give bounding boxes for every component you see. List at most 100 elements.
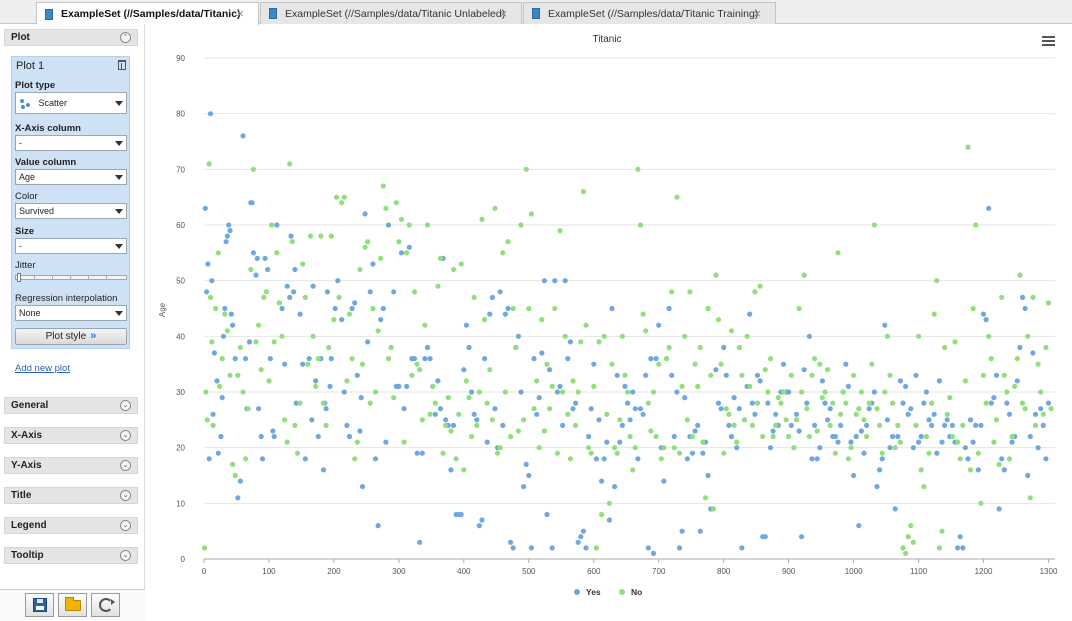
data-point-yes [731, 395, 737, 401]
close-icon[interactable]: × [753, 6, 761, 21]
size-select[interactable]: - [15, 238, 127, 254]
data-point-yes [578, 534, 584, 540]
section-plot[interactable]: Plot ⌃ [4, 29, 138, 46]
hamburger-menu-icon[interactable] [1042, 36, 1055, 47]
data-point-yes [539, 350, 545, 356]
data-point-yes [549, 545, 555, 551]
x-axis-column-select[interactable]: - [15, 135, 127, 151]
data-point-yes [892, 506, 898, 512]
data-point-yes [819, 378, 826, 384]
data-point-no [640, 311, 646, 317]
data-point-yes [565, 356, 571, 362]
data-point-no [344, 378, 350, 384]
data-point-no [747, 383, 753, 389]
data-point-yes [358, 395, 364, 401]
data-point-yes [762, 534, 768, 540]
section-title[interactable]: Title ⌄ [4, 487, 138, 504]
section-title: X-Axis [11, 430, 43, 441]
data-point-no [224, 328, 230, 334]
color-value: Survived [19, 206, 55, 216]
data-point-no [479, 216, 485, 222]
data-point-yes [435, 378, 441, 384]
data-point-no [666, 344, 672, 351]
data-point-yes [726, 422, 732, 428]
refresh-button[interactable] [91, 593, 120, 617]
section-general[interactable]: General ⌄ [4, 397, 138, 414]
data-point-no [294, 450, 301, 456]
chevron-down-icon[interactable]: ⌄ [120, 430, 131, 441]
data-point-yes [554, 389, 560, 395]
data-point-no [871, 222, 878, 228]
data-point-no [741, 417, 748, 423]
data-point-no [918, 467, 924, 473]
data-point-yes [856, 523, 862, 529]
regression-select[interactable]: None [15, 305, 127, 321]
trash-icon[interactable] [118, 60, 126, 70]
data-point-no [676, 450, 683, 456]
data-point-no [586, 445, 592, 451]
tab-titanic-training[interactable]: ExampleSet (//Samples/data/Titanic Train… [523, 2, 776, 24]
data-point-yes [265, 266, 271, 273]
chevron-down-icon[interactable]: ⌄ [120, 550, 131, 561]
data-point-yes [689, 450, 696, 456]
color-select[interactable]: Survived [15, 203, 127, 219]
tab-titanic[interactable]: ExampleSet (//Samples/data/Titanic) × [36, 2, 259, 25]
data-point-no [975, 450, 981, 456]
slider-thumb[interactable] [17, 273, 21, 282]
data-point-yes [302, 456, 308, 462]
value-column-select[interactable]: Age [15, 169, 127, 185]
chevron-down-icon[interactable]: ⌄ [120, 460, 131, 471]
section-legend[interactable]: Legend ⌄ [4, 517, 138, 534]
chevron-down-icon[interactable]: ⌄ [120, 400, 131, 411]
data-point-yes [344, 422, 350, 428]
data-point-yes [596, 417, 602, 423]
data-point-yes [988, 400, 994, 406]
legend-marker-no [619, 589, 625, 595]
data-point-yes [858, 428, 865, 434]
close-icon[interactable]: × [236, 6, 244, 21]
data-point-yes [586, 433, 592, 440]
data-point-yes [960, 545, 966, 551]
data-point-yes [292, 266, 298, 273]
plot-style-button[interactable]: Plot style» [15, 328, 127, 345]
data-point-no [282, 417, 288, 423]
data-point-yes [323, 406, 329, 412]
chevron-up-icon[interactable]: ⌃ [120, 32, 131, 43]
close-icon[interactable]: × [499, 6, 507, 21]
data-point-no [892, 445, 898, 451]
data-point-no [331, 317, 337, 323]
plot-type-select[interactable]: Scatter [15, 92, 127, 114]
chart-area: 0 10 20 30 40 50 60 70 80 90 0 100 200 300 400 500 600 70… [145, 24, 1072, 621]
chevron-down-icon[interactable]: ⌄ [120, 490, 131, 501]
data-point-yes [518, 389, 524, 395]
data-point-no [463, 378, 469, 384]
jitter-slider[interactable] [15, 273, 127, 282]
chevron-down-icon[interactable]: ⌄ [120, 520, 131, 531]
data-point-no [978, 500, 984, 506]
data-point-no [411, 289, 418, 295]
data-point-no [965, 144, 971, 150]
data-point-no [765, 389, 771, 395]
save-button[interactable] [25, 593, 54, 617]
data-point-no [983, 400, 989, 406]
data-point-yes [1014, 378, 1020, 384]
section-y-axis[interactable]: Y-Axis ⌄ [4, 457, 138, 474]
data-point-yes [279, 305, 285, 312]
data-point-yes [235, 495, 241, 501]
data-point-no [916, 333, 922, 339]
tab-titanic-unlabeled[interactable]: ExampleSet (//Samples/data/Titanic Unlab… [260, 2, 522, 24]
data-point-yes [697, 528, 703, 534]
section-x-axis[interactable]: X-Axis ⌄ [4, 427, 138, 444]
data-point-yes [385, 222, 392, 228]
data-point-yes [349, 305, 355, 312]
open-button[interactable] [58, 593, 87, 617]
section-tooltip[interactable]: Tooltip ⌄ [4, 547, 138, 564]
data-point-no [796, 305, 802, 312]
data-point-no [643, 328, 649, 334]
data-point-no [612, 445, 618, 451]
data-point-yes [1001, 467, 1007, 473]
data-point-no [588, 450, 594, 456]
data-point-no [318, 233, 324, 239]
data-point-no [489, 417, 495, 423]
add-new-plot-link[interactable]: Add new plot [15, 363, 70, 374]
